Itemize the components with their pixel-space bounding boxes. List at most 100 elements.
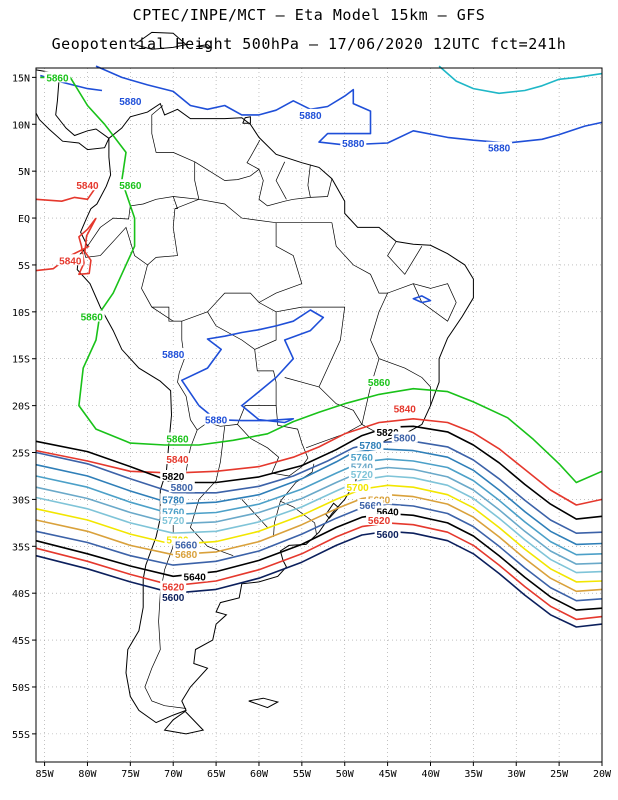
contour-label-5600: 5600 (376, 530, 399, 541)
y-tick-label: EQ (18, 214, 30, 225)
contour-label-5860: 5860 (368, 378, 391, 389)
contour-label-bg (374, 425, 401, 437)
contour-label-bg (357, 439, 384, 451)
x-tick-label: 85W (36, 769, 55, 780)
y-tick-label: 15S (12, 355, 30, 366)
contour-5880-line (412, 295, 432, 304)
contour-label-bg (164, 432, 191, 444)
contour-label-bg (168, 481, 195, 493)
contour-label-bg (57, 254, 84, 266)
contour-label-5840: 5840 (166, 455, 189, 466)
country-border-7 (237, 405, 309, 477)
country-border-5 (307, 164, 311, 198)
contour-label-bg (391, 402, 418, 414)
contour-label-5880: 5880 (488, 144, 511, 155)
contour-label-5620: 5620 (368, 516, 391, 527)
x-tick-label: 30W (507, 769, 526, 780)
contour-label-5720: 5720 (351, 470, 374, 481)
contour-label-5760: 5760 (351, 453, 374, 464)
country-border-10 (87, 196, 178, 247)
central-america (35, 69, 110, 151)
contour-label-5600: 5600 (162, 593, 185, 604)
x-tick-label: 55W (293, 769, 312, 780)
contour-label-5660: 5660 (359, 501, 382, 512)
contour-label-5880: 5880 (205, 416, 228, 427)
contour-label-bg (203, 413, 230, 425)
contour-label-5860: 5860 (119, 181, 142, 192)
contour-label-bg (160, 348, 187, 360)
contour-label-5640: 5640 (184, 572, 207, 583)
contour-label-5800: 5800 (171, 483, 194, 494)
y-tick-label: 45S (12, 636, 30, 647)
contour-label-bg (160, 493, 187, 505)
y-tick-label: 5N (18, 167, 30, 178)
contour-label-bg (366, 493, 393, 505)
contour-5900-line (438, 65, 603, 95)
contour-label-5880: 5880 (342, 139, 365, 150)
contour-label-bg (374, 528, 401, 540)
contour-label-bg (160, 469, 187, 481)
contour-label-bg (173, 547, 200, 559)
contour-label-bg (117, 94, 144, 106)
y-tick-label: 20S (12, 402, 30, 413)
contour-5880-line (95, 65, 603, 146)
contour-label-5860: 5860 (46, 73, 69, 84)
y-tick-label: 15N (12, 73, 30, 84)
contour-5880-line (181, 309, 325, 424)
country-border-22 (378, 358, 431, 406)
contour-label-5760: 5760 (162, 508, 185, 519)
contour-label-bg (297, 108, 324, 120)
contour-label-bg (366, 376, 393, 388)
contour-label-5820: 5820 (162, 472, 185, 483)
x-tick-label: 45W (379, 769, 398, 780)
contour-label-bg (340, 137, 367, 149)
contour-labels: 5880 5880 5880 5880 5880 5880 5860 5860 5860 5860… (44, 71, 513, 604)
contour-label-5660: 5660 (175, 540, 198, 551)
south-america-coast (76, 102, 474, 724)
x-tick-label: 40W (421, 769, 440, 780)
country-border-3 (246, 140, 261, 170)
puerto-rico (196, 44, 213, 49)
contour-label-bg (348, 468, 375, 480)
country-border-13 (284, 377, 363, 449)
contour-label-bg (348, 451, 375, 463)
contour-label-bg (344, 481, 371, 493)
contour-label-bg (391, 431, 418, 443)
country-border-9 (273, 501, 281, 537)
contour-label-bg (160, 580, 187, 592)
cuba-hispaniola (134, 31, 188, 50)
contour-label-5620: 5620 (162, 583, 185, 594)
plot-frame (35, 67, 603, 763)
contour-label-bg (74, 179, 101, 191)
contour-label-5680: 5680 (175, 550, 198, 561)
x-tick-label: 25W (550, 769, 569, 780)
contour-label-bg (348, 460, 375, 472)
x-tick-label: 35W (464, 769, 483, 780)
contour-label-bg (160, 505, 187, 517)
contour-label-5860: 5860 (81, 313, 104, 324)
contour-label-bg (164, 453, 191, 465)
contour-label-5840: 5840 (394, 404, 417, 415)
x-tick-label: 20W (593, 769, 612, 780)
y-tick-label: 25S (12, 449, 30, 460)
y-tick-label: 10S (12, 308, 30, 319)
x-tick-label: 75W (121, 769, 140, 780)
x-tick-label: 80W (78, 769, 97, 780)
country-border-16 (207, 292, 260, 313)
y-tick-label: 5S (18, 261, 30, 272)
country-border-18 (258, 222, 303, 303)
country-border-20 (387, 241, 423, 275)
chart-title-line-1: CPTEC/INPE/MCT – Eta Model 15km – GFS (132, 6, 486, 24)
contour-label-5880: 5880 (162, 350, 185, 361)
x-axis-ticks: 85W 80W 75W 70W 65W 60W 55W 50W 45W 40W 35W 30W 25W 2… (36, 762, 612, 780)
contour-label-5880: 5880 (119, 97, 142, 108)
plot-area (36, 68, 602, 762)
y-tick-label: 30S (12, 495, 30, 506)
contour-label-5880: 5880 (299, 111, 322, 122)
contour-label-5640: 5640 (376, 508, 399, 519)
contour-label-bg (357, 499, 384, 511)
contour-5840-line (78, 217, 97, 276)
tierra-del-fuego (163, 710, 205, 735)
contour-label-bg (486, 141, 513, 153)
